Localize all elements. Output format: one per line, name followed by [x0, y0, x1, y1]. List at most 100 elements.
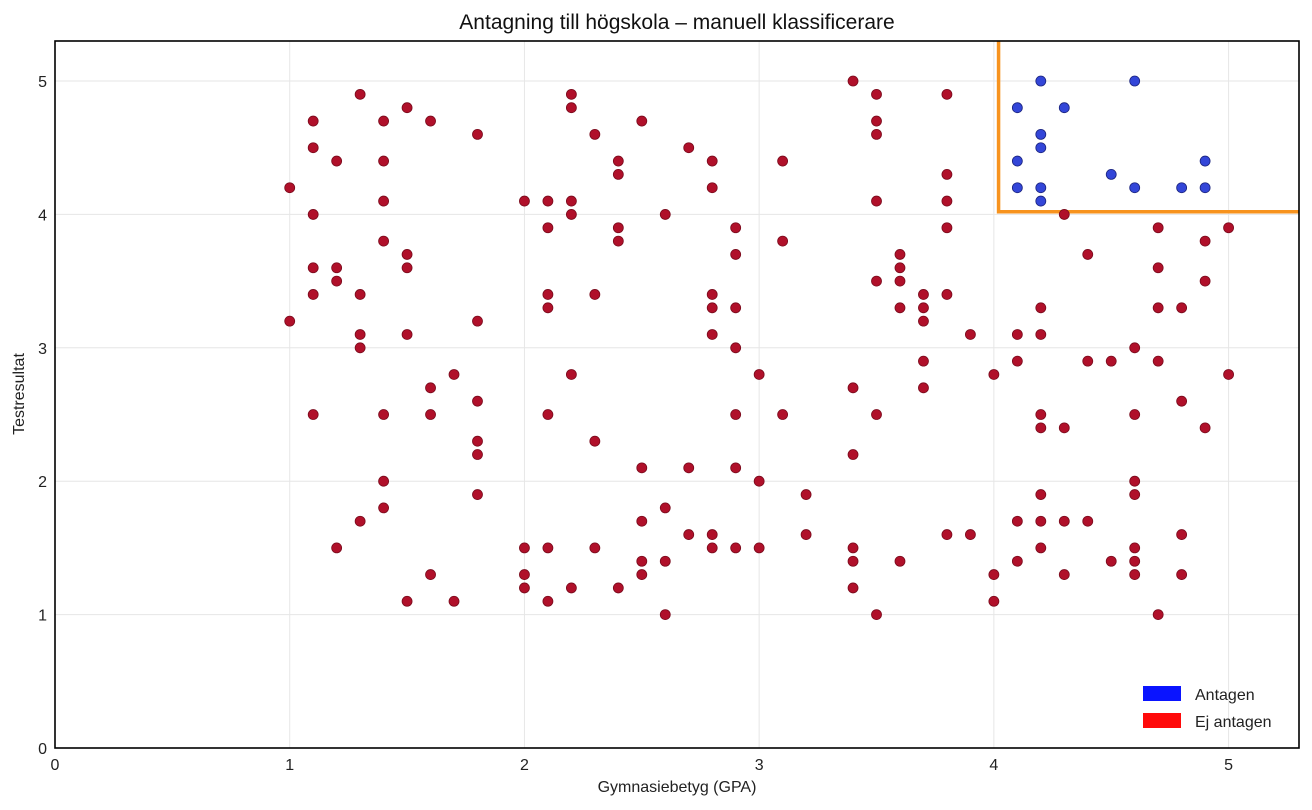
x-tick-label: 4: [989, 757, 998, 774]
point-ej-antagen: [1011, 555, 1023, 567]
point-ej-antagen: [331, 262, 343, 274]
point-ej-antagen: [1011, 329, 1023, 340]
point-ej-antagen: [354, 88, 366, 100]
point-ej-antagen: [331, 275, 343, 287]
point-ej-antagen: [1035, 422, 1047, 434]
point-ej-antagen: [659, 609, 671, 621]
x-tick-label: 5: [1224, 757, 1233, 774]
point-ej-antagen: [472, 489, 483, 500]
y-axis-label: Testresultat: [11, 353, 28, 435]
chart-title: Antagning till högskola – manuell klassi…: [459, 11, 894, 34]
point-ej-antagen: [777, 155, 789, 167]
point-ej-antagen: [401, 249, 413, 260]
x-tick-label: 2: [520, 757, 529, 774]
x-axis-ticks: 0 1 2 3 4 5: [51, 757, 1234, 774]
point-ej-antagen: [589, 435, 601, 447]
point-ej-antagen: [1176, 395, 1188, 407]
point-ej-antagen: [918, 315, 929, 327]
point-ej-antagen: [706, 289, 718, 300]
point-ej-antagen: [1035, 489, 1047, 500]
point-ej-antagen: [589, 289, 601, 300]
point-antagen: [1011, 102, 1023, 114]
point-ej-antagen: [941, 168, 953, 180]
legend-swatch-antagen: [1143, 686, 1181, 701]
point-ej-antagen: [612, 155, 624, 167]
point-ej-antagen: [941, 88, 953, 100]
point-ej-antagen: [1011, 355, 1023, 367]
point-ej-antagen: [425, 382, 436, 394]
point-antagen: [1035, 182, 1047, 194]
point-ej-antagen: [542, 409, 554, 420]
point-ej-antagen: [354, 329, 366, 340]
point-ej-antagen: [519, 542, 530, 554]
point-ej-antagen: [894, 302, 906, 314]
point-ej-antagen: [472, 395, 483, 407]
point-ej-antagen: [1058, 515, 1070, 527]
point-ej-antagen: [730, 409, 742, 420]
point-ej-antagen: [378, 195, 390, 207]
point-ej-antagen: [683, 462, 695, 474]
point-ej-antagen: [871, 88, 882, 100]
point-antagen: [1129, 75, 1141, 87]
point-ej-antagen: [354, 289, 366, 300]
point-ej-antagen: [354, 515, 366, 527]
x-axis-label: Gymnasiebetyg (GPA): [598, 779, 757, 796]
point-ej-antagen: [730, 342, 742, 354]
point-ej-antagen: [706, 542, 718, 554]
point-ej-antagen: [636, 555, 648, 567]
point-ej-antagen: [847, 449, 859, 460]
legend-swatch-ej-antagen: [1143, 713, 1181, 728]
point-antagen: [1129, 182, 1141, 194]
point-ej-antagen: [378, 155, 390, 167]
point-ej-antagen: [284, 315, 296, 327]
plot-frame: [54, 40, 1300, 749]
point-ej-antagen: [331, 155, 343, 167]
point-ej-antagen: [918, 302, 929, 314]
point-ej-antagen: [612, 222, 624, 234]
point-ej-antagen: [1105, 555, 1117, 567]
point-ej-antagen: [871, 195, 882, 207]
point-ej-antagen: [519, 582, 530, 594]
point-ej-antagen: [918, 355, 929, 367]
point-ej-antagen: [307, 289, 319, 300]
point-ej-antagen: [1035, 542, 1047, 554]
point-antagen: [1058, 102, 1070, 114]
point-ej-antagen: [1152, 355, 1164, 367]
point-ej-antagen: [425, 115, 436, 127]
point-ej-antagen: [307, 115, 319, 127]
point-ej-antagen: [331, 542, 343, 554]
point-ej-antagen: [1129, 342, 1141, 354]
legend: Antagen Ej antagen: [1143, 686, 1272, 731]
point-antagen: [1176, 182, 1188, 194]
point-ej-antagen: [472, 449, 483, 460]
point-ej-antagen: [871, 128, 882, 140]
point-ej-antagen: [1105, 355, 1117, 367]
point-antagen: [1035, 195, 1047, 207]
point-ej-antagen: [519, 569, 530, 580]
point-ej-antagen: [988, 569, 1000, 580]
point-antagen: [1105, 168, 1117, 180]
point-ej-antagen: [1152, 609, 1164, 621]
legend-label-ej-antagen: Ej antagen: [1195, 714, 1272, 731]
point-ej-antagen: [1176, 569, 1188, 580]
point-ej-antagen: [542, 542, 554, 554]
point-ej-antagen: [894, 275, 906, 287]
point-ej-antagen: [1176, 302, 1188, 314]
y-tick-label: 4: [38, 207, 47, 224]
point-ej-antagen: [871, 609, 882, 621]
point-ej-antagen: [1129, 569, 1141, 580]
point-antagen: [1199, 182, 1211, 194]
y-tick-label: 1: [38, 608, 47, 625]
point-ej-antagen: [542, 595, 554, 607]
point-ej-antagen: [425, 409, 436, 420]
decision-boundary-line: [996, 41, 1299, 214]
point-ej-antagen: [472, 315, 483, 327]
point-ej-antagen: [706, 182, 718, 194]
point-ej-antagen: [1129, 475, 1141, 487]
point-ej-antagen: [307, 409, 319, 420]
point-ej-antagen: [753, 369, 765, 380]
point-ej-antagen: [542, 195, 554, 207]
point-ej-antagen: [307, 209, 319, 220]
point-ej-antagen: [706, 329, 718, 340]
point-ej-antagen: [1152, 262, 1164, 274]
